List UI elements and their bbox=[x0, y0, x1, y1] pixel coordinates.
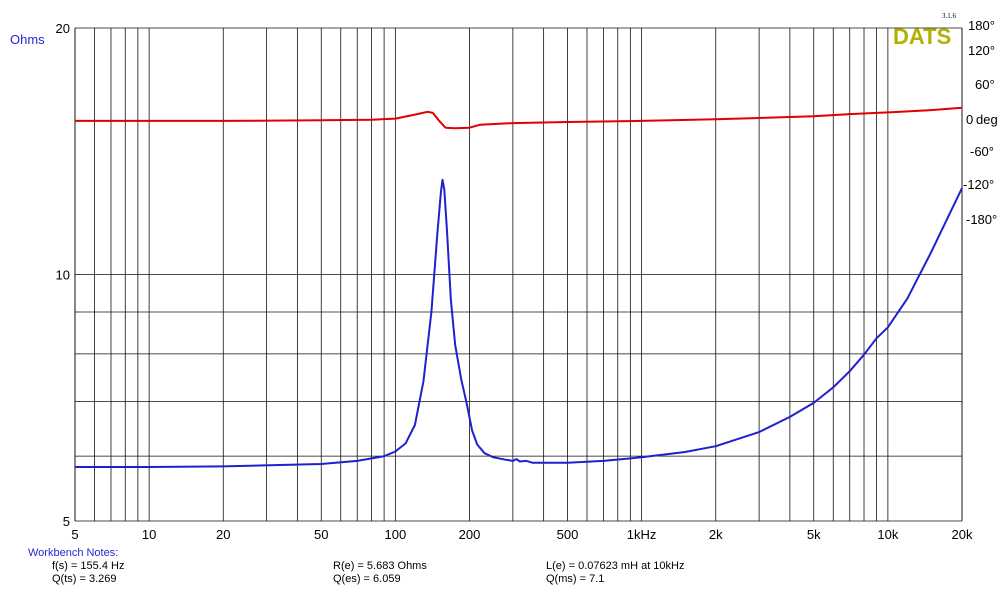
grid-lines bbox=[74, 27, 963, 522]
x-tick-label: 20k bbox=[952, 527, 973, 542]
left-tick-label: 5 bbox=[63, 514, 70, 529]
x-tick-label: 500 bbox=[557, 527, 579, 542]
phase-curve bbox=[75, 106, 963, 130]
right-tick-label: 120° bbox=[968, 43, 995, 58]
notes-qes: Q(es) = 6.059 bbox=[333, 573, 401, 585]
right-tick-label: -60° bbox=[970, 144, 994, 159]
left-tick-label: 10 bbox=[56, 268, 70, 283]
x-tick-label: 10k bbox=[877, 527, 898, 542]
x-tick-label: 5 bbox=[71, 527, 78, 542]
workbench-notes-title: Workbench Notes: bbox=[28, 547, 119, 559]
series-group bbox=[75, 106, 963, 468]
notes-le: L(e) = 0.07623 mH at 10kHz bbox=[546, 560, 685, 572]
right-tick-label: -180° bbox=[966, 212, 997, 227]
x-tick-label: 1kHz bbox=[627, 527, 657, 542]
impedance-curve bbox=[75, 178, 963, 468]
x-tick-label: 2k bbox=[709, 527, 723, 542]
notes-qms: Q(ms) = 7.1 bbox=[546, 573, 605, 585]
left-tick-label: 20 bbox=[56, 21, 70, 36]
right-tick-label: -120° bbox=[963, 177, 994, 192]
x-tick-label: 5k bbox=[807, 527, 821, 542]
right-tick-label: 0 bbox=[966, 112, 973, 127]
x-tick-label: 200 bbox=[459, 527, 481, 542]
notes-qts: Q(ts) = 3.269 bbox=[52, 573, 117, 585]
x-tick-label: 20 bbox=[216, 527, 230, 542]
x-tick-label: 100 bbox=[385, 527, 407, 542]
right-axis-unit: deg bbox=[976, 112, 998, 127]
x-tick-label: 50 bbox=[314, 527, 328, 542]
x-tick-label: 10 bbox=[142, 527, 156, 542]
logo-version: 3.1.6 bbox=[942, 12, 957, 20]
left-axis-label: Ohms bbox=[10, 32, 45, 47]
right-tick-label: 60° bbox=[975, 77, 995, 92]
notes-re: R(e) = 5.683 Ohms bbox=[333, 560, 427, 572]
right-tick-label: 180° bbox=[968, 18, 995, 33]
dats-logo: DATS bbox=[893, 24, 951, 49]
left-axis-ticks: 5 10 20 bbox=[56, 21, 70, 529]
notes-fs: f(s) = 155.4 Hz bbox=[52, 560, 125, 572]
right-axis-ticks: 180° 120° 60° 0 deg -60° -120° -180° bbox=[963, 18, 998, 227]
x-axis-ticks: 5 10 20 50 100 200 500 1kHz 2k 5k 10k 20k bbox=[71, 527, 973, 542]
